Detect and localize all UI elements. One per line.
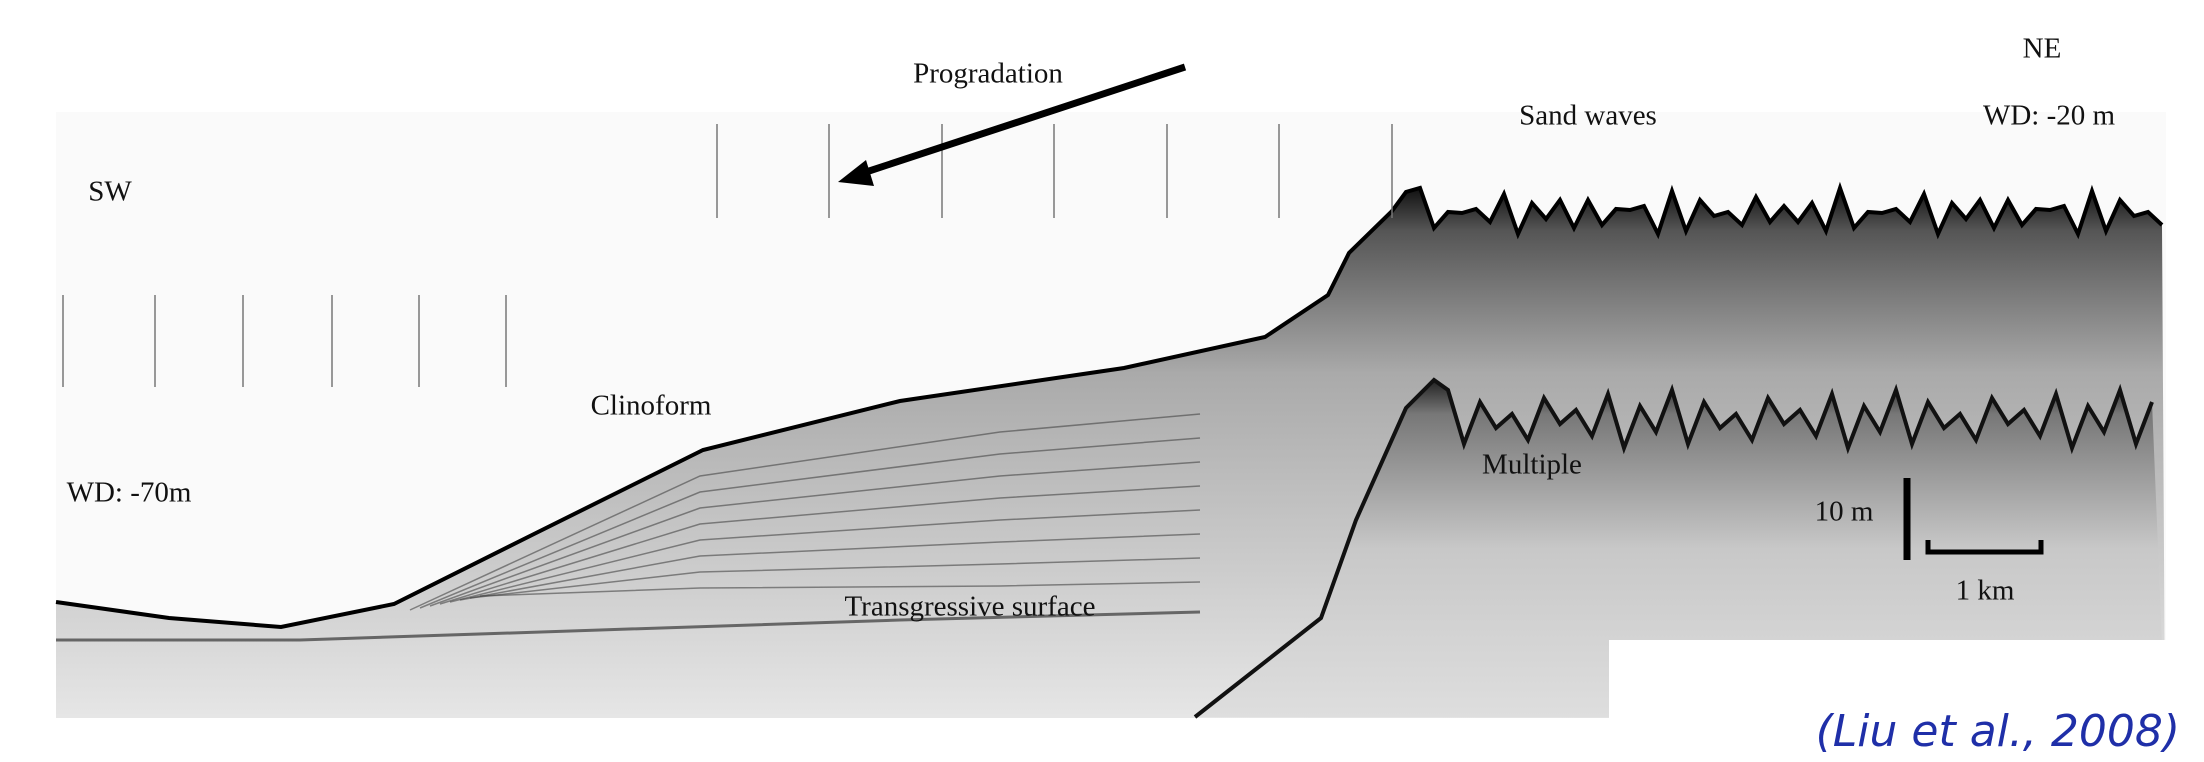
clinoform-layer bbox=[449, 509, 1201, 603]
arrow-head bbox=[838, 160, 874, 186]
clinoform-layer bbox=[459, 533, 1201, 601]
arrow-label: Progradation bbox=[913, 58, 1063, 90]
clinoform-layer bbox=[469, 557, 1201, 599]
citation: (Liu et al., 2008) bbox=[1816, 706, 2180, 757]
horizontal-scale-bar bbox=[1925, 540, 2044, 555]
transgressive-reflector bbox=[56, 610, 1201, 642]
direction-label: NE bbox=[2023, 33, 2062, 65]
clinoform-layer bbox=[409, 413, 1201, 611]
feature-label: Clinoform bbox=[591, 390, 712, 422]
clinoform-layer bbox=[429, 461, 1201, 607]
clinoform-layer bbox=[479, 581, 1201, 597]
multiple-body bbox=[1195, 380, 2165, 718]
progradation-arrow bbox=[858, 63, 1187, 178]
feature-label: Transgressive surface bbox=[844, 591, 1095, 623]
trace-ticks bbox=[62, 124, 1393, 387]
depth-label: WD: -70m bbox=[67, 477, 192, 509]
clinoform-layer bbox=[419, 437, 1201, 609]
scale-label: 1 km bbox=[1956, 575, 2015, 607]
multiple-reflector bbox=[1193, 377, 2154, 719]
clinoform-layer bbox=[439, 485, 1201, 605]
cover-box bbox=[1609, 640, 2204, 720]
feature-label: Sand waves bbox=[1519, 100, 1657, 132]
feature-label: Multiple bbox=[1482, 449, 1582, 481]
scale-label: 10 m bbox=[1815, 496, 1874, 528]
profile bbox=[55, 181, 2165, 719]
depth-label: WD: -20 m bbox=[1983, 100, 2116, 132]
direction-label: SW bbox=[88, 176, 132, 208]
